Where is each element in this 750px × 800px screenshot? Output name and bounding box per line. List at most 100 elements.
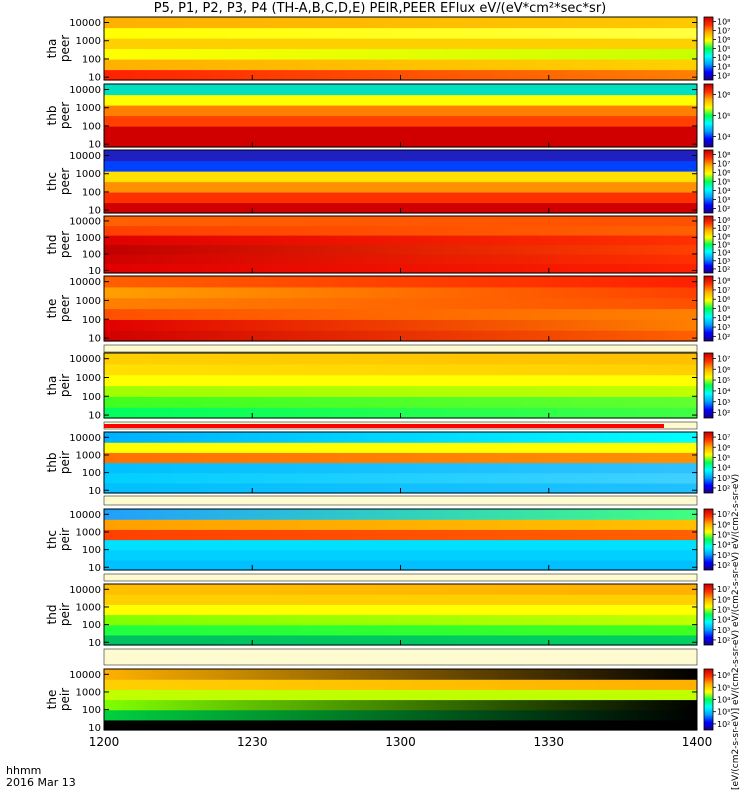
spectrogram-band xyxy=(104,192,697,204)
colorbar-tick-label: 10⁴ xyxy=(717,696,730,705)
spectrogram-band xyxy=(104,171,697,183)
colorbar xyxy=(703,508,714,571)
spectrogram-band xyxy=(104,160,697,172)
spectrogram-band xyxy=(104,126,697,138)
panel-label: thapeir xyxy=(45,374,72,397)
y-tick-label: 10 xyxy=(88,638,101,649)
x-tick-label: 1400 xyxy=(682,735,713,749)
colorbar-tick-label: 10⁷ xyxy=(717,27,730,36)
y-tick-label: 10 xyxy=(88,206,101,217)
panel-the_peer: 10 100 1000 10000 thepeer 10²10³10⁴10⁵10⁶10⁷1… xyxy=(45,275,730,345)
panel-tha_peir: 10 100 1000 10000 thapeir 10² 10³ 10⁴ 10⁵ 10⁶ 10⁷ xyxy=(45,352,730,422)
colorbar-tick-label: 10⁵ xyxy=(717,376,730,385)
panel-label: thepeer xyxy=(45,295,72,322)
colorbar-tick-label: 10⁷ xyxy=(717,585,730,594)
panel-label: thcpeer xyxy=(45,168,72,195)
data-flag-bar xyxy=(104,424,664,428)
colorbar-tick-label: 10⁵ xyxy=(717,453,730,462)
spectrogram-band xyxy=(104,181,697,193)
colorbar-tick-label: 10² xyxy=(717,561,730,570)
colorbar-tick-label: 10⁶ xyxy=(717,169,730,178)
y-tick-label: 1000 xyxy=(76,527,101,538)
colorbar-tick-label: 10⁷ xyxy=(717,286,730,295)
panel-separator xyxy=(103,648,698,666)
colorbar-tick-label: 10⁴ xyxy=(717,616,730,625)
spectrogram-band xyxy=(104,38,697,50)
spectrogram-band xyxy=(104,105,697,117)
spectrogram-band xyxy=(104,709,697,721)
colorbar xyxy=(703,668,714,731)
spectrogram-band xyxy=(104,244,697,255)
spectrogram-band xyxy=(104,27,697,39)
y-tick-label: 10 xyxy=(88,563,101,574)
y-tick-label: 10 xyxy=(88,266,101,277)
colorbar-tick-label: 10⁶ xyxy=(717,295,730,304)
spectrogram-band xyxy=(104,385,697,397)
y-tick-label: 100 xyxy=(82,392,101,403)
colorbar-tick-label: 10⁸ xyxy=(717,277,730,286)
colorbar-tick-label: 10⁵ xyxy=(717,45,730,54)
spectrogram-band xyxy=(104,308,697,320)
colorbar-tick-label: 10⁴ xyxy=(717,541,730,550)
colorbar-tick-label: 10⁶ xyxy=(717,365,730,374)
colorbar-tick-label: 10³ xyxy=(717,474,730,483)
y-tick-label: 10000 xyxy=(69,277,101,288)
chart-title: P5, P1, P2, P3, P4 (TH-A,B,C,D,E) PEIR,P… xyxy=(153,1,607,16)
colorbar-tick-label: 10⁶ xyxy=(717,91,730,100)
colorbar-tick-label: 10⁵ xyxy=(717,241,730,250)
colorbar-tick-label: 10² xyxy=(717,720,730,729)
spectrogram-band xyxy=(104,319,697,331)
colorbar-tick-label: 10³ xyxy=(717,551,730,560)
spectrogram-band xyxy=(104,276,697,288)
spectrogram-band xyxy=(104,689,697,701)
panel-separator xyxy=(103,344,698,353)
colorbar-tick-label: 10⁷ xyxy=(717,433,730,442)
spectrogram-band xyxy=(104,84,697,96)
y-tick-label: 10000 xyxy=(69,85,101,96)
spectrogram-band xyxy=(104,286,697,299)
colorbar-tick-label: 10⁶ xyxy=(717,36,730,45)
spectrogram-band xyxy=(104,396,697,408)
spectrogram-band xyxy=(104,363,697,376)
y-tick-label: 10 xyxy=(88,486,101,497)
time-axis-label: hhmm xyxy=(6,764,42,777)
colorbar-tick-label: 10² xyxy=(717,409,730,418)
spectrogram-band xyxy=(104,94,697,106)
colorbar-tick-label: 10³ xyxy=(717,626,730,635)
panel-thc_peer: 10 100 1000 10000 thcpeer 10²10³10⁴10⁵10⁶10⁷1… xyxy=(45,149,730,217)
colorbar-tick-label: 10² xyxy=(717,72,730,81)
y-tick-label: 100 xyxy=(82,249,101,260)
y-tick-label: 1000 xyxy=(76,233,101,244)
colorbar-tick-label: 10⁶ xyxy=(717,671,730,680)
y-tick-label: 10000 xyxy=(69,18,101,29)
colorbar-tick-label: 10⁵ xyxy=(717,605,730,614)
colorbar-tick-label: 10⁵ xyxy=(717,112,730,121)
x-tick-label: 1330 xyxy=(533,735,564,749)
y-tick-label: 10 xyxy=(88,411,101,422)
colorbar-tick-label: 10⁷ xyxy=(717,510,730,519)
spectrogram-band xyxy=(104,59,697,71)
spectrogram-band xyxy=(104,594,697,605)
colorbar-tick-label: 10³ xyxy=(717,196,730,205)
colorbar-tick-label: 10² xyxy=(717,332,730,341)
spectrogram-band xyxy=(104,539,697,551)
y-tick-label: 10 xyxy=(88,140,101,151)
colorbar-tick-label: 10³ xyxy=(717,708,730,717)
spectrogram-band xyxy=(104,17,697,29)
spectrogram-band xyxy=(104,699,697,711)
colorbar-tick-label: 10⁶ xyxy=(717,595,730,604)
panel-thb_peer: 10 100 1000 10000 thbpeer 10⁴ 10⁵ 10⁶ xyxy=(45,83,730,151)
spectrogram-band xyxy=(104,669,697,680)
y-tick-label: 10000 xyxy=(69,510,101,521)
date-label: 2016 Mar 13 xyxy=(6,776,76,789)
colorbar-tick-label: 10⁶ xyxy=(717,443,730,452)
spectrogram-band xyxy=(104,624,697,636)
panel-thd_peer: 10 100 1000 10000 thdpeer 10²10³10⁴10⁵10⁶10⁷1… xyxy=(45,215,730,277)
y-tick-label: 10000 xyxy=(69,585,101,596)
y-tick-label: 10 xyxy=(88,723,101,734)
colorbar xyxy=(703,431,714,494)
y-tick-label: 1000 xyxy=(76,169,101,180)
